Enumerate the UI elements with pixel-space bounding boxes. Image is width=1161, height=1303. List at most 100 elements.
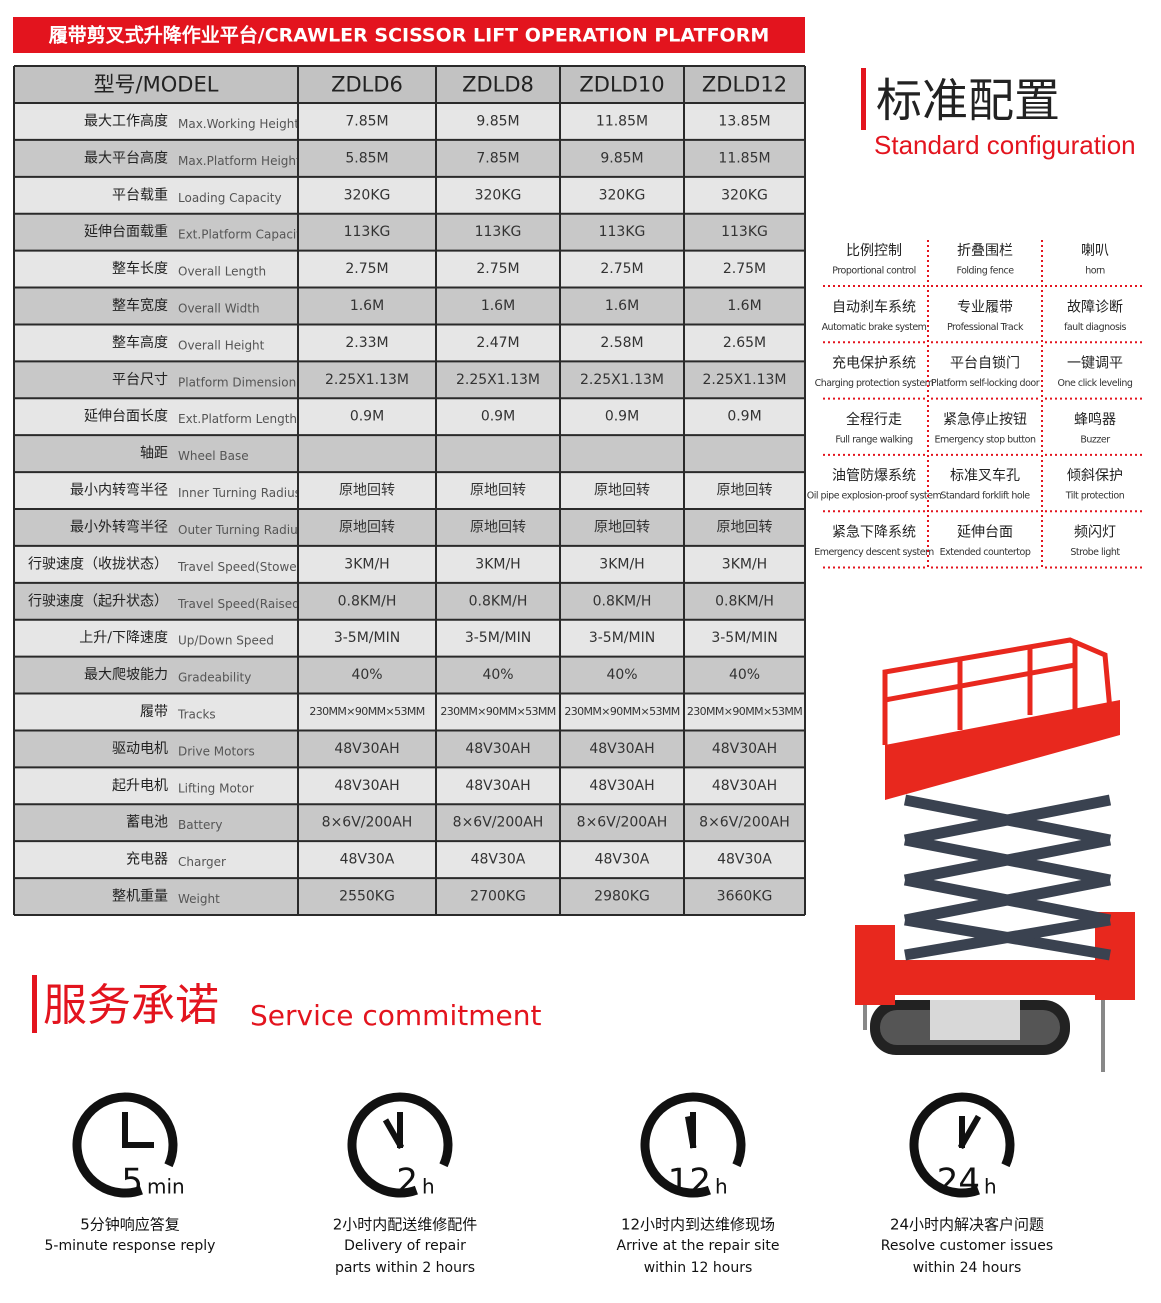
table-row-bg (14, 619, 805, 657)
cell-value: 8×6V/200AH (699, 815, 790, 831)
table-row-bg (14, 804, 805, 842)
table-row-bg (14, 435, 805, 473)
cell-value: 113KG (344, 224, 391, 240)
clock-hand (685, 1115, 697, 1149)
config-zh: 故障诊断 (1067, 299, 1123, 315)
config-en: Emergency stop button (935, 434, 1036, 445)
row-label-zh: 最小外转弯半径 (70, 518, 168, 535)
cell-value: 2.33M (345, 335, 388, 351)
table-row-bg (14, 361, 805, 399)
config-zh: 充电保护系统 (832, 356, 916, 372)
row-label-zh: 最大工作高度 (84, 112, 168, 129)
cell-value: 320KG (475, 187, 522, 203)
row-label-zh: 整车长度 (112, 260, 168, 277)
cell-value: 48V30AH (712, 741, 777, 757)
row-label-en: Overall Width (178, 302, 260, 316)
cell-value: 9.85M (476, 113, 519, 129)
cell-value: 3KM/H (475, 556, 520, 572)
cell-value: 48V30AH (589, 741, 654, 757)
row-label-en: Travel Speed(Raised) (177, 597, 304, 611)
cell-value: 48V30AH (589, 778, 654, 794)
cell-value: 1.6M (350, 298, 384, 314)
config-zh: 专业履带 (957, 299, 1013, 315)
cell-value: 5.85M (345, 150, 388, 166)
clock-face (347, 1092, 453, 1198)
config-zh: 一键调平 (1067, 356, 1123, 372)
clock-face (640, 1092, 746, 1198)
cell-value: 48V30A (471, 852, 526, 868)
column-header: ZDLD12 (702, 73, 787, 97)
row-label-zh: 轴距 (140, 446, 168, 462)
table-row-bg (14, 509, 805, 546)
table-row-bg (14, 656, 805, 694)
config-en: Emergency descent system (814, 547, 934, 558)
config-en: Professional Track (947, 322, 1024, 333)
row-label-zh: 最大爬坡能力 (84, 667, 168, 683)
row-label-en: Tracks (177, 708, 216, 722)
cell-value: 0.9M (350, 409, 384, 425)
cell-value: 11.85M (596, 113, 648, 129)
cell-value: 9.85M (600, 150, 643, 166)
config-en: Full range walking (835, 434, 913, 445)
cell-value: 2.75M (723, 261, 766, 277)
cell-value: 40% (606, 667, 637, 683)
row-label-en: Ext.Platform Length (178, 412, 297, 426)
cell-value: 2550KG (339, 889, 395, 905)
cell-value: 0.8KM/H (593, 593, 652, 609)
service-zh: 2小时内配送维修配件 (333, 1216, 478, 1234)
row-label-zh: 上升/下降速度 (79, 630, 168, 646)
row-label-en: Loading Capacity (178, 191, 282, 205)
config-zh: 全程行走 (846, 411, 902, 428)
section-subtitle: Service commitment (250, 999, 541, 1032)
table-row-bg (14, 103, 805, 140)
page-title: 履带剪叉式升降作业平台/CRAWLER SCISSOR LIFT OPERATI… (49, 24, 770, 47)
cell-value: 原地回转 (339, 483, 395, 499)
table-row-bg (14, 582, 805, 620)
cell-value: 2980KG (594, 889, 650, 905)
spec-table: 型号/MODEL ZDLD6 ZDLD8 ZDLD10 ZDLD12 最大工作高度 Max.… (13, 65, 806, 916)
cell-value: 1.6M (727, 298, 761, 314)
config-en: One click leveling (1058, 378, 1133, 389)
service-item: 12 h 12小时内到达维修现场 Arrive at the repair site w… (617, 1092, 779, 1276)
column-header: ZDLD10 (579, 73, 664, 97)
config-en: horn (1085, 266, 1105, 277)
config-zh: 标准叉车孔 (950, 467, 1020, 484)
row-label-en: Travel Speed(Stowed) (177, 560, 309, 574)
row-label-en: Max.Working Height (178, 117, 299, 131)
table-row-bg (14, 472, 805, 509)
config-en: Automatic brake system (822, 322, 927, 333)
cell-value: 2.47M (476, 335, 519, 351)
cell-value: 2.25X1.13M (325, 372, 409, 388)
cell-value: 8×6V/200AH (322, 815, 413, 831)
cell-value: 0.8KM/H (338, 593, 397, 609)
row-label-zh: 蓄电池 (126, 815, 168, 831)
config-zh: 频闪灯 (1074, 525, 1116, 541)
row-label-zh: 履带 (140, 704, 168, 720)
cell-value: 40% (729, 667, 760, 683)
cell-value: 3-5M/MIN (465, 630, 531, 646)
column-header: ZDLD8 (462, 73, 534, 97)
cell-value: 48V30A (595, 852, 650, 868)
cell-value: 2.25X1.13M (580, 372, 664, 388)
cell-value: 40% (351, 667, 382, 683)
cell-value: 原地回转 (594, 519, 650, 535)
config-zh: 倾斜保护 (1067, 468, 1123, 484)
config-en: Strobe light (1070, 547, 1120, 558)
config-en: Buzzer (1080, 434, 1110, 445)
config-en: Tilt protection (1065, 491, 1125, 502)
row-label-en: Gradeability (178, 671, 251, 685)
time-number: 2 (396, 1162, 418, 1202)
table-header-bg (14, 66, 805, 103)
row-label-zh: 行驶速度（收拢状态） (28, 556, 168, 572)
cell-value: 48V30AH (465, 778, 530, 794)
cell-value: 48V30AH (334, 778, 399, 794)
cell-value: 40% (482, 667, 513, 683)
config-zh: 紧急停止按钮 (943, 411, 1027, 428)
cell-value: 原地回转 (339, 519, 395, 535)
cell-value: 230MM×90MM×53MM (564, 705, 679, 718)
cell-value: 0.9M (481, 409, 515, 425)
config-en: Folding fence (956, 266, 1014, 277)
title-bar (13, 17, 805, 53)
time-unit: h (984, 1175, 997, 1199)
